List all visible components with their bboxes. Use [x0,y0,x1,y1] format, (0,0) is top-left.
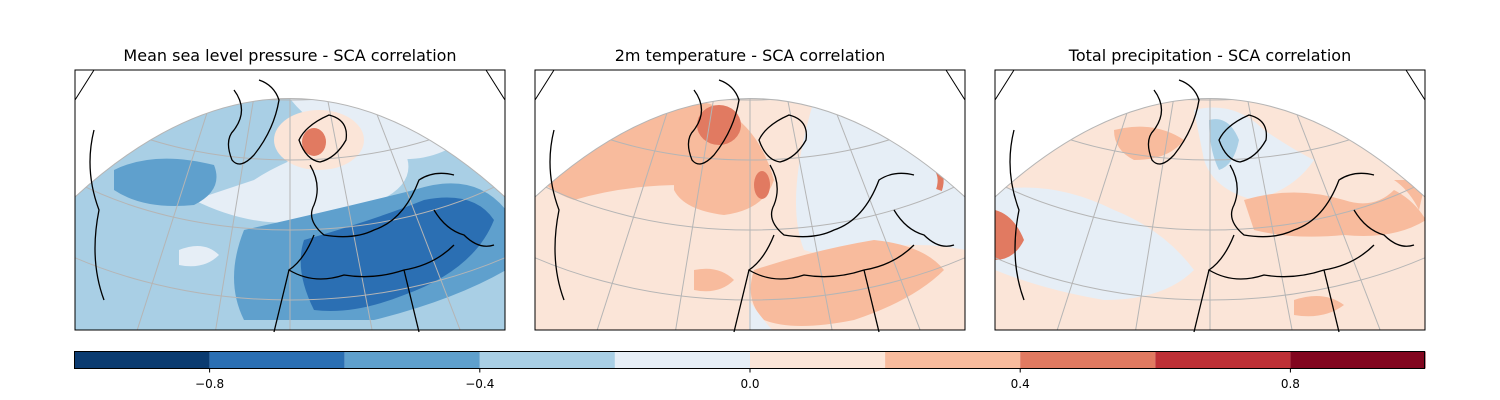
colorbar-segment [614,351,750,369]
colorbar-tick-label: 0.4 [1011,377,1030,391]
colorbar-segment [750,351,886,369]
colorbar: −0.8 −0.4 0.0 0.4 0.8 [74,351,1426,391]
panel-title-t2m: 2m temperature - SCA correlation [614,46,886,65]
map-mslp [74,69,506,333]
colorbar-segment [1155,351,1291,369]
colorbar-segment [1290,351,1426,369]
colorbar-segment [1020,351,1156,369]
colorbar-segment [479,351,615,369]
colorbar-segment [74,351,210,369]
map-tp [994,69,1426,333]
map-t2m [534,69,966,333]
colorbar-segment [209,351,345,369]
panel-title-tp: Total precipitation - SCA correlation [1068,46,1352,65]
colorbar-segment [344,351,480,369]
colorbar-tick-label: −0.8 [195,377,224,391]
colorbar-tick-label: −0.4 [465,377,494,391]
panel-title-mslp: Mean sea level pressure - SCA correlatio… [123,46,457,65]
colorbar-tick-label: 0.8 [1281,377,1300,391]
colorbar-tick-label: 0.0 [740,377,759,391]
colorbar-segment [885,351,1021,369]
